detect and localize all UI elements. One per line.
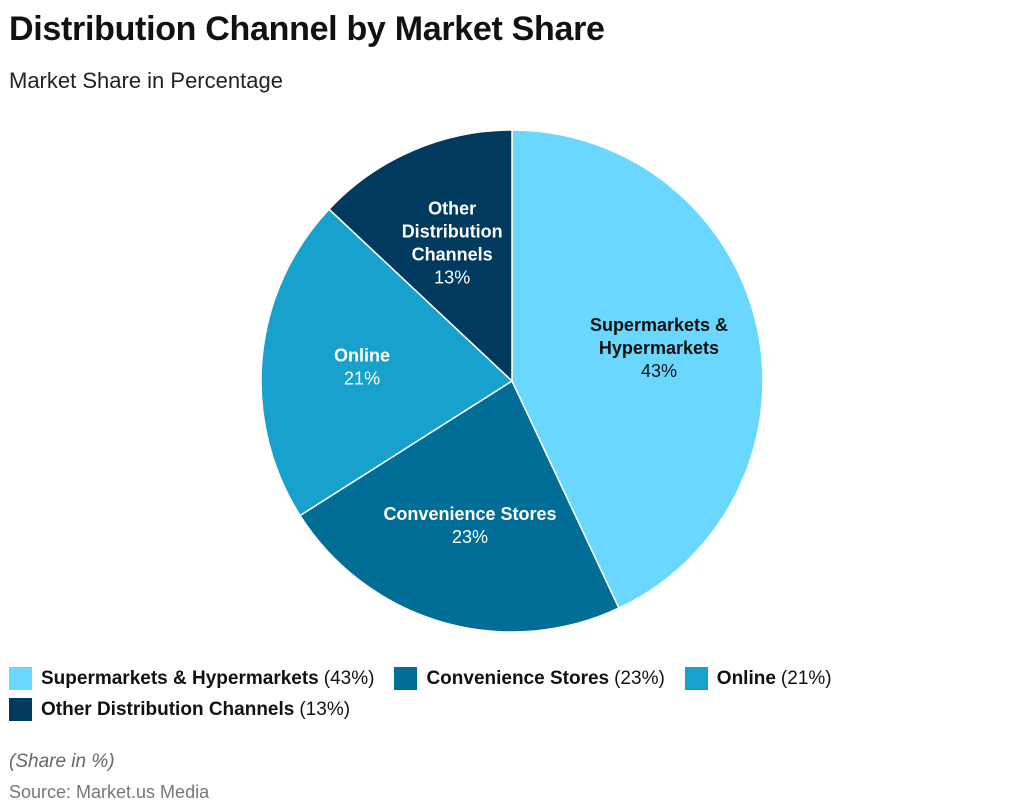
- pie-chart: Supermarkets & Hypermarkets 43% Convenience…: [260, 129, 764, 633]
- legend-swatch: [9, 698, 32, 721]
- slice-label: Supermarkets & Hypermarkets 43%: [590, 315, 728, 381]
- legend-label: Online: [716, 667, 776, 689]
- legend-label: Convenience Stores: [426, 667, 610, 689]
- slice-value-label: 21%: [344, 368, 380, 388]
- legend-item: Online (21%): [684, 665, 832, 692]
- slice-label: Convenience Stores 23%: [383, 504, 556, 547]
- slice-label-name: Convenience Stores: [383, 504, 556, 524]
- legend-value: (21%): [780, 667, 832, 689]
- legend-swatch: [394, 667, 418, 690]
- legend-label: Other Distribution Channels: [41, 698, 295, 720]
- slice-label-name: Other: [428, 198, 476, 218]
- chart-title: Distribution Channel by Market Share: [9, 10, 605, 48]
- slice-label-name: Supermarkets &: [590, 315, 728, 335]
- slice-value-label: 13%: [434, 267, 470, 287]
- slice-label-name: Distribution: [402, 221, 503, 241]
- legend-item: Convenience Stores (23%): [394, 665, 665, 692]
- legend-item: Supermarkets & Hypermarkets (43%): [9, 665, 374, 692]
- slice-label-name: Hypermarkets: [599, 338, 719, 358]
- slice-value-label: 43%: [641, 361, 677, 381]
- pie-slice: [260, 208, 514, 517]
- slice-label: Other Distribution Channels 13%: [402, 198, 503, 287]
- source-text: Source: Market.us Media: [9, 782, 210, 802]
- slice-label-name: Online: [334, 345, 390, 365]
- slice-value-label: 23%: [452, 527, 488, 547]
- pie-slice: [327, 129, 513, 383]
- legend-value: (23%): [614, 667, 665, 689]
- legend-item: Other Distribution Channels (13%): [9, 696, 350, 723]
- slice-label-name: Channels: [412, 244, 493, 264]
- legend-value: (43%): [323, 667, 375, 689]
- legend: Supermarkets & Hypermarkets (43%) Convenie…: [9, 665, 1009, 727]
- chart-note: (Share in %): [9, 751, 115, 772]
- slice-label: Online 21%: [334, 345, 390, 388]
- chart-subtitle: Market Share in Percentage: [9, 68, 283, 93]
- pie-slice: [511, 129, 764, 610]
- legend-swatch: [684, 667, 708, 690]
- pie-slice: [299, 379, 620, 633]
- legend-label: Supermarkets & Hypermarkets: [41, 667, 319, 689]
- legend-value: (13%): [299, 698, 351, 720]
- legend-swatch: [9, 667, 32, 690]
